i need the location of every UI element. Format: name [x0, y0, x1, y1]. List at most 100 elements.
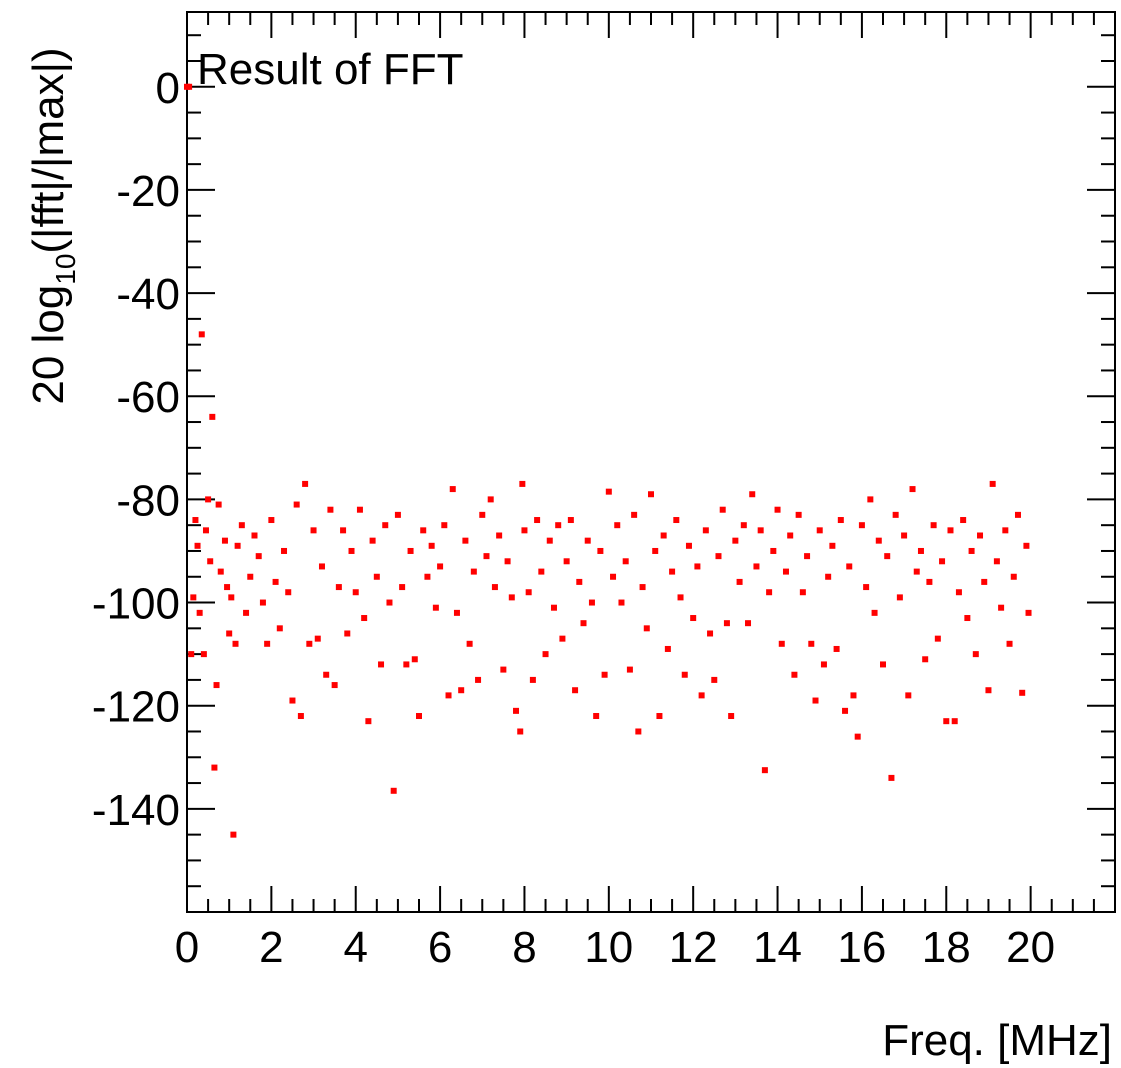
point: [732, 537, 739, 544]
point: [930, 522, 937, 529]
point: [694, 563, 701, 570]
point: [863, 584, 870, 591]
point: [787, 532, 794, 539]
point: [196, 609, 203, 616]
point: [373, 573, 380, 580]
point: [626, 666, 633, 673]
point: [483, 553, 490, 560]
point: [437, 563, 444, 570]
point: [1010, 573, 1017, 580]
point: [593, 713, 600, 720]
point: [403, 661, 410, 668]
point: [989, 480, 996, 487]
point: [365, 718, 372, 725]
point: [264, 640, 271, 647]
point: [896, 594, 903, 601]
point: [335, 584, 342, 591]
point: [563, 558, 570, 565]
y-tick-label: -140: [92, 786, 180, 835]
point: [833, 645, 840, 652]
point: [327, 506, 334, 513]
point: [453, 609, 460, 616]
point: [715, 553, 722, 560]
point: [186, 83, 193, 90]
point: [917, 547, 924, 554]
point: [1006, 640, 1013, 647]
point: [816, 527, 823, 534]
point: [820, 661, 827, 668]
point: [955, 589, 962, 596]
point: [378, 661, 385, 668]
point: [194, 542, 201, 549]
point: [255, 553, 262, 560]
point: [977, 532, 984, 539]
point: [858, 522, 865, 529]
point: [652, 547, 659, 554]
y-label-sub: 10: [50, 254, 81, 285]
point: [888, 774, 895, 781]
x-tick-label: 10: [584, 923, 633, 972]
point: [491, 584, 498, 591]
point: [281, 547, 288, 554]
point: [200, 651, 207, 658]
point: [496, 532, 503, 539]
point: [934, 635, 941, 642]
point: [217, 568, 224, 575]
point: [808, 640, 815, 647]
point: [909, 486, 916, 493]
point: [960, 517, 967, 524]
point: [259, 599, 266, 606]
point: [529, 676, 536, 683]
point: [382, 522, 389, 529]
point: [238, 522, 245, 529]
point: [251, 532, 258, 539]
point: [297, 713, 304, 720]
y-tick-label: -20: [116, 167, 180, 216]
point: [462, 537, 469, 544]
point: [867, 496, 874, 503]
point: [508, 594, 515, 601]
point: [736, 578, 743, 585]
y-tick-label: -100: [92, 580, 180, 629]
y-tick-label: 0: [156, 64, 180, 113]
x-tick-label: 20: [1006, 923, 1055, 972]
point: [643, 625, 650, 632]
point: [631, 511, 638, 518]
point: [213, 682, 220, 689]
point: [356, 506, 363, 513]
point: [386, 599, 393, 606]
point: [572, 687, 579, 694]
point: [673, 517, 680, 524]
point: [272, 578, 279, 585]
point: [202, 527, 209, 534]
point: [289, 697, 296, 704]
point: [399, 584, 406, 591]
point: [209, 413, 216, 420]
x-tick-label: 12: [669, 923, 718, 972]
point: [243, 609, 250, 616]
point: [605, 488, 612, 495]
point: [394, 511, 401, 518]
x-tick-label: 14: [753, 923, 802, 972]
point: [707, 630, 714, 637]
point: [770, 547, 777, 554]
y-label-main: 20 log: [24, 285, 73, 405]
point: [542, 651, 549, 658]
point: [224, 584, 231, 591]
y-tick-label: -120: [92, 683, 180, 732]
point: [660, 532, 667, 539]
point: [207, 558, 214, 565]
point: [192, 517, 199, 524]
point: [318, 563, 325, 570]
point: [745, 620, 752, 627]
point: [449, 486, 456, 493]
point: [774, 506, 781, 513]
point: [190, 594, 197, 601]
point: [525, 589, 532, 596]
point: [669, 568, 676, 575]
point: [420, 527, 427, 534]
point: [344, 630, 351, 637]
point: [685, 542, 692, 549]
point: [842, 707, 849, 714]
